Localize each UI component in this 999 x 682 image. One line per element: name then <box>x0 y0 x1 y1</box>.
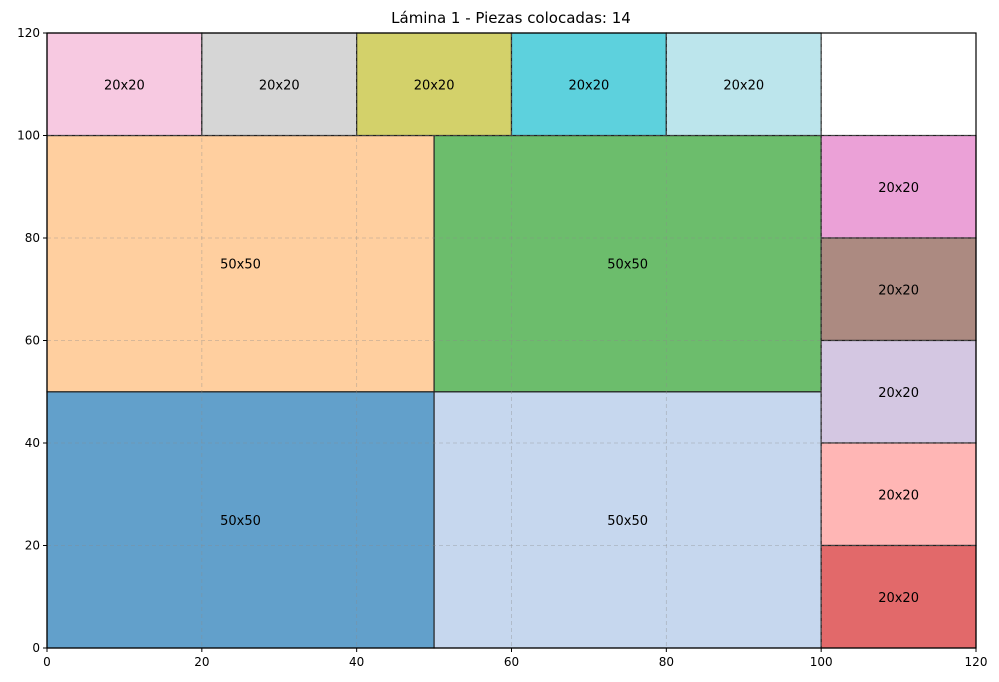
x-tick-label-6: 120 <box>965 655 988 669</box>
piece-5 <box>201 32 358 137</box>
piece-1 <box>433 391 822 649</box>
x-tick-label-0: 0 <box>43 655 51 669</box>
x-tick-label-5: 100 <box>810 655 833 669</box>
piece-label-5: 20x20 <box>259 78 300 93</box>
y-tick-label-4: 80 <box>25 231 40 245</box>
piece-9 <box>820 134 977 239</box>
y-tick-label-3: 60 <box>25 334 40 348</box>
piece-label-8: 20x20 <box>723 78 764 93</box>
piece-label-3: 50x50 <box>607 258 648 273</box>
piece-label-6: 20x20 <box>414 78 455 93</box>
y-tick-label-6: 120 <box>17 26 40 40</box>
piece-label-7: 20x20 <box>569 78 610 93</box>
piece-label-0: 50x50 <box>220 514 261 529</box>
piece-8 <box>665 32 822 137</box>
y-tick-label-5: 100 <box>17 129 40 143</box>
piece-label-10: 20x20 <box>878 283 919 298</box>
piece-label-4: 20x20 <box>104 78 145 93</box>
piece-3 <box>433 134 822 393</box>
piece-12 <box>820 442 977 547</box>
piece-label-13: 20x20 <box>878 591 919 606</box>
piece-6 <box>356 32 513 137</box>
pieces-layer <box>46 32 977 649</box>
x-tick-label-2: 40 <box>349 655 364 669</box>
piece-label-2: 50x50 <box>220 258 261 273</box>
x-tick-label-3: 60 <box>504 655 519 669</box>
piece-7 <box>510 32 667 137</box>
piece-label-12: 20x20 <box>878 488 919 503</box>
labels-layer: 50x50 50x50 50x50 50x50 20x20 20x20 20x20 20x20… <box>104 78 919 606</box>
y-tick-label-2: 40 <box>25 436 40 450</box>
x-tick-label-4: 80 <box>659 655 674 669</box>
piece-label-1: 50x50 <box>607 514 648 529</box>
chart-title: Lámina 1 - Piezas colocadas: 14 <box>391 9 631 27</box>
piece-11 <box>820 339 977 444</box>
piece-0 <box>46 391 435 649</box>
piece-label-9: 20x20 <box>878 181 919 196</box>
y-tick-label-1: 20 <box>25 539 40 553</box>
x-tick-label-1: 20 <box>194 655 209 669</box>
piece-4 <box>46 32 203 137</box>
piece-13 <box>820 544 977 649</box>
y-tick-label-0: 0 <box>32 641 40 655</box>
piece-label-11: 20x20 <box>878 386 919 401</box>
ticks-layer: 0 20 40 60 80 100 120 0 20 40 60 80 100 120 <box>17 26 987 669</box>
